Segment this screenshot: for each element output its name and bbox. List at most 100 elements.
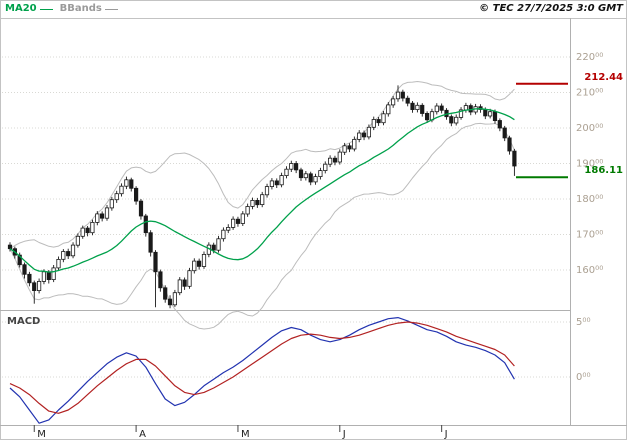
chart-header: MA20 BBands © TEC 27/7/2025 3:0 GMT	[5, 3, 623, 15]
candle-body	[390, 98, 396, 106]
candle-body	[153, 251, 158, 273]
candle-body	[269, 180, 275, 187]
candle-body	[250, 199, 255, 207]
candle-body	[454, 116, 459, 124]
candle-body	[85, 227, 90, 234]
candle-body	[255, 199, 260, 206]
candle-body	[298, 169, 304, 179]
macd-macd-line	[9, 317, 515, 424]
resistance-level-label: 212.44	[584, 72, 623, 83]
legend-ma20-label: MA20	[5, 3, 37, 14]
y-axis-label: 16000	[576, 264, 603, 276]
candle-body	[124, 179, 129, 187]
candle-body	[163, 287, 168, 300]
candle-body	[376, 119, 381, 124]
candle-body	[492, 111, 498, 121]
bbands-line-swatch	[104, 8, 118, 10]
candle-body	[70, 244, 76, 257]
candle-body	[192, 260, 197, 272]
candle-body	[381, 113, 386, 124]
candle-body	[260, 194, 265, 205]
candle-body	[201, 253, 207, 267]
candle-body	[400, 91, 405, 99]
month-label: J	[444, 429, 448, 440]
candle-body	[289, 163, 294, 170]
candle-body	[61, 251, 66, 260]
candle-body	[119, 185, 124, 195]
y-axis-label: 21000	[576, 87, 603, 99]
candle-body	[104, 207, 110, 219]
candle-body	[468, 105, 473, 113]
candle-body	[410, 102, 415, 110]
candle-body	[75, 235, 80, 246]
candle-body	[95, 213, 100, 223]
candle-body	[7, 244, 13, 250]
y-axis-label: 19000	[576, 158, 603, 170]
candle-body	[90, 221, 95, 234]
candle-body	[245, 206, 250, 215]
candle-body	[274, 180, 279, 186]
candle-body	[323, 163, 328, 171]
candle-body	[148, 232, 153, 253]
bollinger-upper-band	[9, 81, 515, 250]
candle-body	[497, 120, 502, 129]
candle-body	[371, 119, 376, 128]
candle-body	[230, 218, 236, 228]
ma20-line-swatch	[39, 8, 53, 10]
y-axis-label: 18000	[576, 193, 603, 205]
bollinger-lower-band	[9, 122, 515, 330]
candle-body	[177, 279, 182, 294]
ma20-line	[9, 108, 515, 273]
candle-body	[235, 218, 241, 224]
month-label: A	[139, 429, 146, 440]
candle-body	[211, 244, 216, 251]
legend-bbands: BBands	[60, 3, 118, 15]
candle-body	[41, 271, 47, 282]
candle-body	[318, 170, 323, 178]
candle-body	[458, 109, 464, 118]
candle-body	[240, 213, 245, 224]
candle-body	[420, 104, 425, 114]
candle-body	[129, 179, 134, 189]
candle-body	[386, 104, 391, 115]
candle-body	[22, 264, 27, 275]
candle-body	[51, 267, 56, 280]
candle-body	[347, 145, 352, 150]
candle-body	[342, 145, 347, 153]
candle-body	[512, 150, 517, 167]
candle-body	[502, 127, 507, 139]
macd-signal-line	[9, 321, 515, 414]
candle-body	[158, 271, 163, 289]
candle-body	[46, 271, 51, 280]
candle-body	[293, 163, 299, 171]
candle-body	[395, 91, 401, 100]
legend-bbands-label: BBands	[59, 3, 102, 14]
candle-body	[80, 227, 85, 237]
candle-body	[143, 215, 148, 234]
candle-body	[182, 279, 187, 287]
candle-body	[507, 137, 512, 152]
candle-body	[405, 97, 410, 104]
candle-body	[308, 173, 313, 183]
candle-body	[32, 282, 37, 291]
candle-body	[483, 109, 488, 117]
macd-axis-label: 500	[576, 316, 591, 328]
candle-body	[226, 226, 231, 231]
candle-body	[114, 193, 119, 201]
candle-body	[172, 292, 177, 306]
candle-body	[415, 104, 420, 111]
candle-body	[216, 238, 221, 251]
candle-body	[434, 105, 439, 113]
candle-body	[279, 175, 284, 186]
candle-body	[109, 199, 114, 209]
candle-body	[366, 126, 372, 138]
candle-body	[487, 111, 493, 117]
candle-body	[196, 260, 202, 267]
candle-body	[66, 251, 71, 257]
month-label: M	[37, 429, 46, 440]
candle-body	[439, 105, 444, 111]
candle-body	[357, 132, 362, 140]
